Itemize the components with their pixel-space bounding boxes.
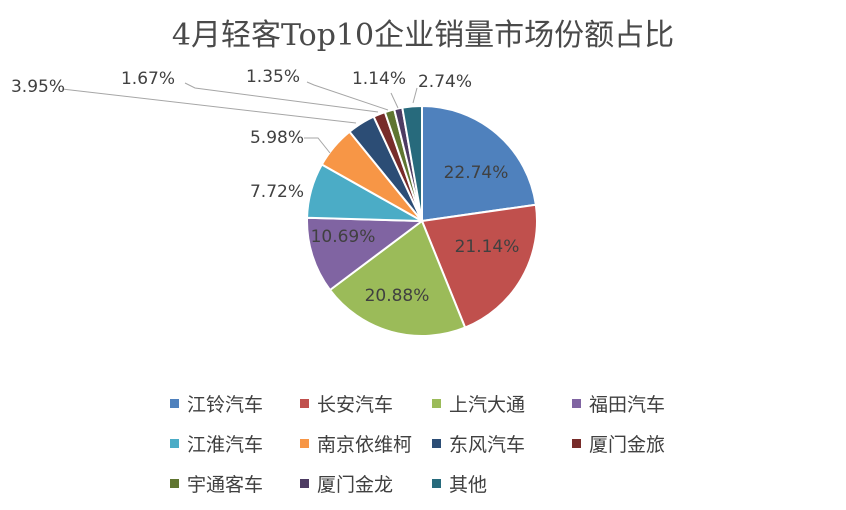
legend-swatch — [300, 478, 309, 488]
legend-item-9: 宇通客车 — [170, 470, 300, 496]
legend-swatch — [432, 478, 441, 488]
data-label-4: 10.69% — [311, 227, 376, 247]
legend-swatch — [572, 398, 581, 408]
legend-label: 东风汽车 — [449, 433, 526, 456]
legend-swatch — [170, 398, 179, 408]
pie-slice-1 — [421, 104, 537, 223]
legend-item-7: 东风汽车 — [432, 430, 572, 456]
legend-item-6: 南京依维柯 — [300, 430, 432, 456]
legend-swatch — [432, 438, 441, 448]
legend-swatch — [170, 478, 179, 488]
legend-swatch — [300, 398, 309, 408]
leader-line-11 — [412, 87, 418, 104]
legend-item-1: 江铃汽车 — [170, 390, 300, 416]
leader-line-7 — [61, 88, 357, 124]
pie-slice-4 — [306, 216, 425, 292]
data-label-8: 1.67% — [121, 69, 175, 89]
legend-label: 上汽大通 — [449, 393, 526, 416]
leader-line-10 — [390, 92, 399, 109]
leader-line-8 — [184, 82, 379, 113]
chart-title: 4月轻客Top10企业销量市场份额占比 — [171, 18, 675, 53]
legend-swatch — [432, 398, 441, 408]
legend-label: 江铃汽车 — [187, 393, 264, 416]
legend-item-4: 福田汽车 — [572, 390, 702, 416]
legend-label: 南京依维柯 — [317, 433, 413, 456]
legend-label: 宇通客车 — [187, 473, 264, 496]
legend-swatch — [170, 438, 179, 448]
legend-item-3: 上汽大通 — [432, 390, 572, 416]
legend-label: 福田汽车 — [589, 393, 666, 416]
data-label-7: 3.95% — [11, 77, 65, 97]
data-label-2: 21.14% — [455, 237, 520, 257]
pie-slice-3 — [328, 219, 467, 337]
legend-item-2: 长安汽车 — [300, 390, 432, 416]
legend-label: 江淮汽车 — [187, 433, 264, 456]
legend-swatch — [300, 438, 309, 448]
legend-label: 厦门金龙 — [317, 473, 394, 496]
legend-swatch — [572, 438, 581, 448]
data-label-1: 22.74% — [444, 163, 509, 183]
data-label-3: 20.88% — [365, 286, 430, 306]
data-label-6: 5.98% — [250, 128, 304, 148]
legend: 江铃汽车 长安汽车 上汽大通 福田汽车江淮汽车 南京依维柯 东风汽车 厦门金旅宇通客车 厦门金… — [170, 390, 710, 496]
leader-line-9 — [306, 81, 389, 111]
data-label-5: 7.72% — [250, 182, 304, 202]
legend-item-8: 厦门金旅 — [572, 430, 702, 456]
data-label-9: 1.35% — [246, 67, 300, 87]
data-label-10: 1.14% — [352, 69, 406, 89]
legend-label: 长安汽车 — [317, 393, 394, 416]
legend-label: 厦门金旅 — [589, 433, 666, 456]
pie-slice-11 — [401, 104, 423, 222]
legend-item-10: 厦门金龙 — [300, 470, 432, 496]
legend-item-11: 其他 — [432, 470, 572, 496]
data-label-11: 2.74% — [418, 72, 472, 92]
pie-chart: 22.74% 21.14% 20.88% 10.69% 7.72% 5.98% 3.95% 1… — [11, 67, 538, 337]
legend-item-5: 江淮汽车 — [170, 430, 300, 456]
legend-label: 其他 — [449, 473, 488, 496]
pie-slice-2 — [420, 203, 538, 329]
leader-line-6 — [304, 137, 331, 154]
